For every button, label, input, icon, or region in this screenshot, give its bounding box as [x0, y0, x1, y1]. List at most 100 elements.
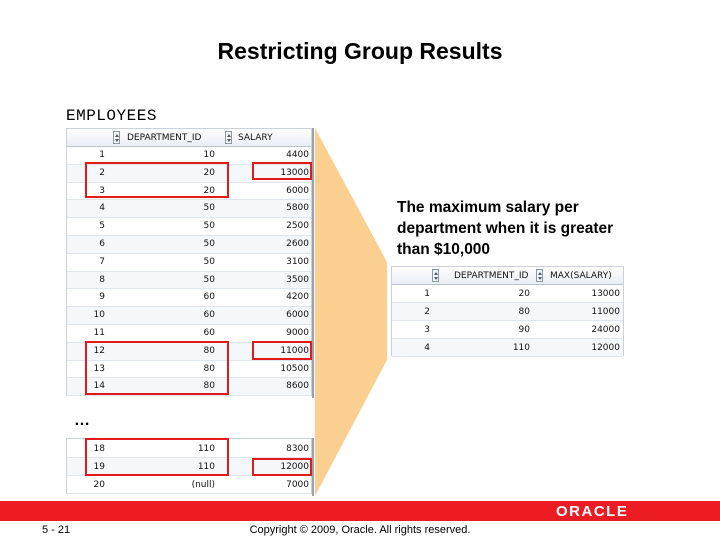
row-number: 18 [93, 444, 105, 454]
row-number: 3 [424, 325, 430, 335]
table-row[interactable]: 1 10 4400 [67, 147, 311, 165]
cell-salary: 6000 [286, 185, 309, 196]
cell-salary: 7000 [286, 480, 309, 490]
table-row[interactable]: 2 80 11000 [392, 303, 623, 321]
cell-department-id: 50 [203, 239, 215, 249]
scrollbar[interactable] [312, 128, 314, 398]
cell-department-id: 20 [203, 185, 215, 196]
result-grid: DEPARTMENT_ID MAX(SALARY) 1 20 13000 2 80 110… [391, 266, 624, 357]
column-header-department-id[interactable]: DEPARTMENT_ID [127, 133, 202, 143]
highlight-box-dept-20 [85, 162, 229, 198]
cell-department-id: 80 [203, 363, 215, 374]
table-row[interactable]: 9 60 4200 [67, 289, 311, 308]
table-row[interactable]: 3 20 6000 [67, 183, 311, 201]
cell-salary: 12000 [280, 462, 309, 472]
cell-salary: 5800 [286, 203, 309, 214]
column-header-department-id[interactable]: DEPARTMENT_ID [454, 271, 529, 281]
row-number: 13 [93, 363, 105, 374]
table-row[interactable]: 3 90 24000 [392, 321, 623, 339]
scrollbar[interactable] [312, 438, 314, 496]
cell-salary: 2500 [286, 221, 309, 232]
result-description: The maximum salary per department when i… [397, 199, 614, 258]
table-row[interactable]: 6 50 2600 [67, 236, 311, 254]
cell-department-id: 20 [203, 167, 215, 178]
employees-grid-header: DEPARTMENT_ID SALARY [67, 129, 311, 147]
row-number: 11 [93, 328, 105, 338]
cell-max-salary: 11000 [591, 307, 620, 317]
cell-department-id: 110 [197, 444, 215, 454]
row-number: 1 [424, 289, 430, 299]
employees-grid: DEPARTMENT_ID SALARY 1 10 4400 2 20 13000 3 20 6… [66, 128, 312, 397]
cell-salary: 9000 [286, 328, 309, 338]
table-row[interactable]: 5 50 2500 [67, 218, 311, 236]
highlight-box-dept-110 [85, 438, 229, 476]
column-header-salary[interactable]: SALARY [238, 133, 273, 143]
cell-salary: 13000 [280, 167, 309, 178]
cell-department-id: 60 [203, 328, 215, 338]
sort-icon[interactable] [536, 269, 543, 282]
row-number: 1 [99, 150, 105, 160]
sort-icon[interactable] [225, 131, 232, 144]
cell-salary: 3100 [286, 256, 309, 267]
row-number: 12 [93, 345, 105, 356]
cell-department-id: 20 [518, 289, 530, 299]
row-number: 2 [424, 307, 430, 317]
table-row[interactable]: 4 110 12000 [392, 339, 623, 357]
table-row[interactable]: 20 (null) 7000 [67, 476, 311, 494]
cell-department-id: 110 [197, 462, 215, 472]
cell-salary: 11000 [280, 345, 309, 356]
cell-department-id: 60 [203, 292, 215, 303]
cell-max-salary: 13000 [591, 289, 620, 299]
result-grid-header: DEPARTMENT_ID MAX(SALARY) [392, 267, 623, 285]
cell-salary: 8600 [286, 381, 309, 392]
table-row[interactable]: 10 60 6000 [67, 307, 311, 325]
table-row[interactable]: 18 110 8300 [67, 440, 311, 458]
row-number: 6 [99, 239, 105, 249]
row-number: 10 [93, 310, 105, 321]
ellipsis: … [74, 412, 92, 429]
table-row[interactable]: 14 80 8600 [67, 378, 311, 397]
cell-salary: 8300 [286, 444, 309, 454]
sort-icon[interactable] [113, 131, 120, 144]
row-number: 19 [93, 462, 105, 472]
cell-salary: 4400 [286, 150, 309, 160]
cell-department-id: 80 [203, 345, 215, 356]
row-number: 2 [99, 167, 105, 178]
cell-department-id: 60 [203, 310, 215, 321]
cell-max-salary: 12000 [591, 343, 620, 353]
highlight-box-salary-12000 [252, 458, 312, 476]
cell-department-id: 10 [203, 150, 215, 160]
table-row[interactable]: 2 20 13000 [67, 164, 311, 183]
cell-department-id: 50 [203, 256, 215, 267]
highlight-box-salary-13000 [252, 162, 312, 180]
highlight-box-salary-11000 [252, 341, 312, 360]
row-number: 20 [93, 480, 105, 490]
table-row[interactable]: 7 50 3100 [67, 254, 311, 272]
table-row[interactable]: 12 80 11000 [67, 342, 311, 361]
column-header-max-salary[interactable]: MAX(SALARY) [550, 271, 612, 281]
table-row[interactable]: 8 50 3500 [67, 271, 311, 290]
row-number: 4 [99, 203, 105, 214]
row-number: 4 [424, 343, 430, 353]
row-number: 8 [99, 274, 105, 285]
cell-department-id: 80 [518, 307, 530, 317]
table-row[interactable]: 1 20 13000 [392, 285, 623, 303]
cell-department-id: (null) [191, 480, 215, 490]
footer-bar [0, 501, 720, 521]
copyright-text: Copyright © 2009, Oracle. All rights res… [249, 524, 471, 536]
row-number: 3 [99, 185, 105, 196]
cell-salary: 2600 [286, 239, 309, 249]
oracle-logo: ORACLE [556, 503, 629, 520]
table-row[interactable]: 4 50 5800 [67, 200, 311, 219]
cell-department-id: 50 [203, 221, 215, 232]
funnel-shape-body [315, 128, 387, 496]
row-number: 5 [99, 221, 105, 232]
page-number: 5 - 21 [42, 524, 71, 536]
cell-salary: 10500 [280, 363, 309, 374]
cell-department-id: 90 [518, 325, 530, 335]
table-row[interactable]: 13 80 10500 [67, 361, 311, 379]
sort-icon[interactable] [432, 269, 439, 282]
cell-department-id: 50 [203, 203, 215, 214]
cell-salary: 4200 [286, 292, 309, 303]
